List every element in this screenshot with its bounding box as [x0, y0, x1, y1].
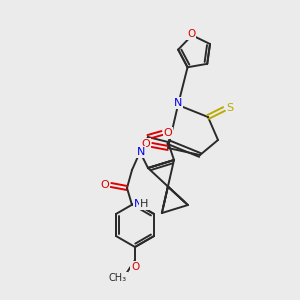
Text: N: N — [134, 199, 142, 209]
Text: O: O — [187, 29, 195, 39]
Text: CH₃: CH₃ — [109, 273, 127, 283]
Text: H: H — [140, 199, 148, 209]
Text: O: O — [164, 128, 172, 138]
Text: N: N — [174, 98, 182, 108]
Text: O: O — [142, 139, 150, 149]
Text: O: O — [131, 262, 139, 272]
Text: N: N — [137, 147, 145, 157]
Text: S: S — [226, 103, 234, 113]
Text: O: O — [100, 180, 109, 190]
